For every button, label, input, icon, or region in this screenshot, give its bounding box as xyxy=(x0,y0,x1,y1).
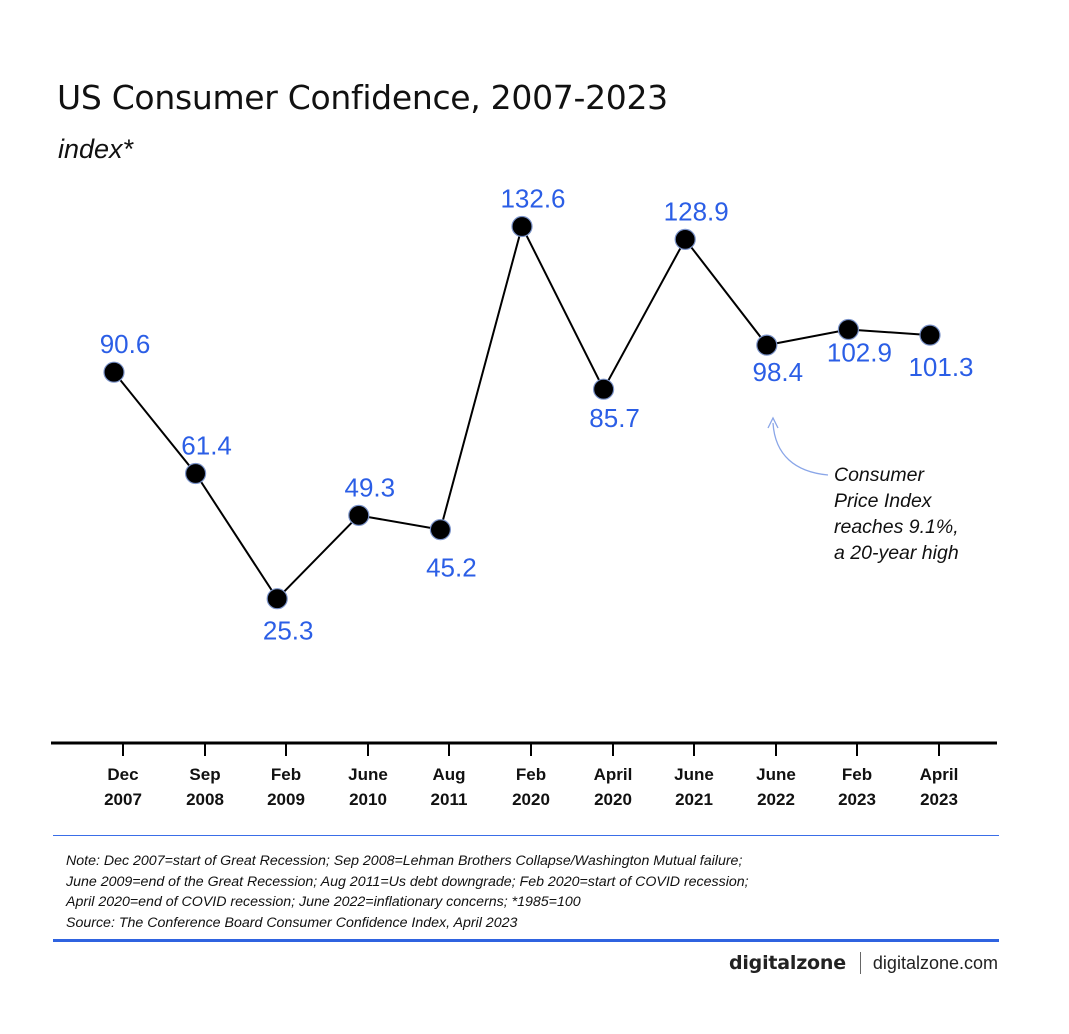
x-tick-label-year: 2023 xyxy=(920,790,958,809)
x-tick-label-year: 2020 xyxy=(512,790,550,809)
value-label: 98.4 xyxy=(752,357,803,387)
data-point[interactable] xyxy=(348,504,370,527)
data-point[interactable] xyxy=(592,378,615,400)
x-tick-label-month: April xyxy=(920,765,959,784)
footer: digitalzone digitalzone.com xyxy=(729,952,998,974)
annotation-text: Price Index xyxy=(834,490,933,512)
data-point[interactable] xyxy=(185,462,207,485)
data-point[interactable] xyxy=(511,215,533,238)
footer-rule xyxy=(53,939,999,942)
data-point[interactable] xyxy=(756,334,778,356)
x-tick-label-year: 2022 xyxy=(757,790,795,809)
chart-note: Note: Dec 2007=start of Great Recession;… xyxy=(66,851,986,933)
annotation-arrow xyxy=(772,422,829,476)
note-line: June 2009=end of the Great Recession; Au… xyxy=(66,873,749,890)
chart-title: US Consumer Confidence, 2007-2023 xyxy=(57,78,668,117)
annotation-text: Consumer xyxy=(834,464,925,486)
data-point[interactable] xyxy=(266,588,288,610)
value-label: 49.3 xyxy=(344,472,395,502)
value-label: 102.9 xyxy=(827,338,892,368)
value-label: 25.3 xyxy=(263,616,314,646)
data-point[interactable] xyxy=(674,228,696,250)
series-line xyxy=(113,223,931,601)
x-tick-label-year: 2008 xyxy=(186,790,224,809)
annotation-text: a 20-year high xyxy=(834,542,959,564)
data-point[interactable] xyxy=(837,318,860,341)
value-label: 85.7 xyxy=(589,403,640,433)
x-tick-label-year: 2021 xyxy=(675,790,713,809)
x-tick-label-month: June xyxy=(674,765,714,784)
data-point[interactable] xyxy=(103,361,125,383)
data-point[interactable] xyxy=(919,324,941,346)
note-line: April 2020=end of COVID recession; June … xyxy=(66,894,581,910)
line-chart: Dec 2007 Sep 2008 Feb 2009 June 2010 Aug 2011 Feb 2… xyxy=(51,184,997,809)
x-tick-label-year: 2023 xyxy=(838,790,876,809)
x-tick-label-year: 2007 xyxy=(104,790,142,809)
data-point[interactable] xyxy=(429,518,451,541)
x-tick-label-month: June xyxy=(348,765,388,784)
value-label: 90.6 xyxy=(100,329,151,359)
chart-subtitle: index* xyxy=(58,134,134,164)
x-tick-label-year: 2011 xyxy=(431,790,468,809)
value-label: 101.3 xyxy=(908,352,973,382)
x-tick-label-month: Dec xyxy=(107,765,138,784)
x-tick-label-year: 2020 xyxy=(594,790,632,809)
annotation-text: reaches 9.1%, xyxy=(834,516,959,538)
value-label: 132.6 xyxy=(500,184,565,214)
site-link[interactable]: digitalzone.com xyxy=(872,952,998,973)
note-top-rule xyxy=(53,835,999,836)
brand-logo: digitalzone xyxy=(728,952,846,974)
x-tick-label-month: Feb xyxy=(271,765,301,784)
value-label: 128.9 xyxy=(664,196,729,226)
source-line: Source: The Conference Board Consumer Co… xyxy=(66,914,518,931)
annotation-arrowhead xyxy=(767,416,779,429)
x-tick-label-month: Feb xyxy=(842,765,872,784)
note-line: Note: Dec 2007=start of Great Recession;… xyxy=(66,853,743,869)
x-tick-label-year: 2010 xyxy=(349,790,387,809)
footer-separator xyxy=(859,952,861,974)
x-tick-label-month: Aug xyxy=(432,765,465,784)
x-tick-label-year: 2009 xyxy=(267,790,305,809)
x-tick-label-month: June xyxy=(756,765,796,784)
value-label: 45.2 xyxy=(426,553,477,583)
x-tick-label-month: Sep xyxy=(189,765,220,784)
x-tick-label-month: Feb xyxy=(516,765,546,784)
x-tick-label-month: April xyxy=(594,765,633,784)
value-label: 61.4 xyxy=(181,431,232,461)
